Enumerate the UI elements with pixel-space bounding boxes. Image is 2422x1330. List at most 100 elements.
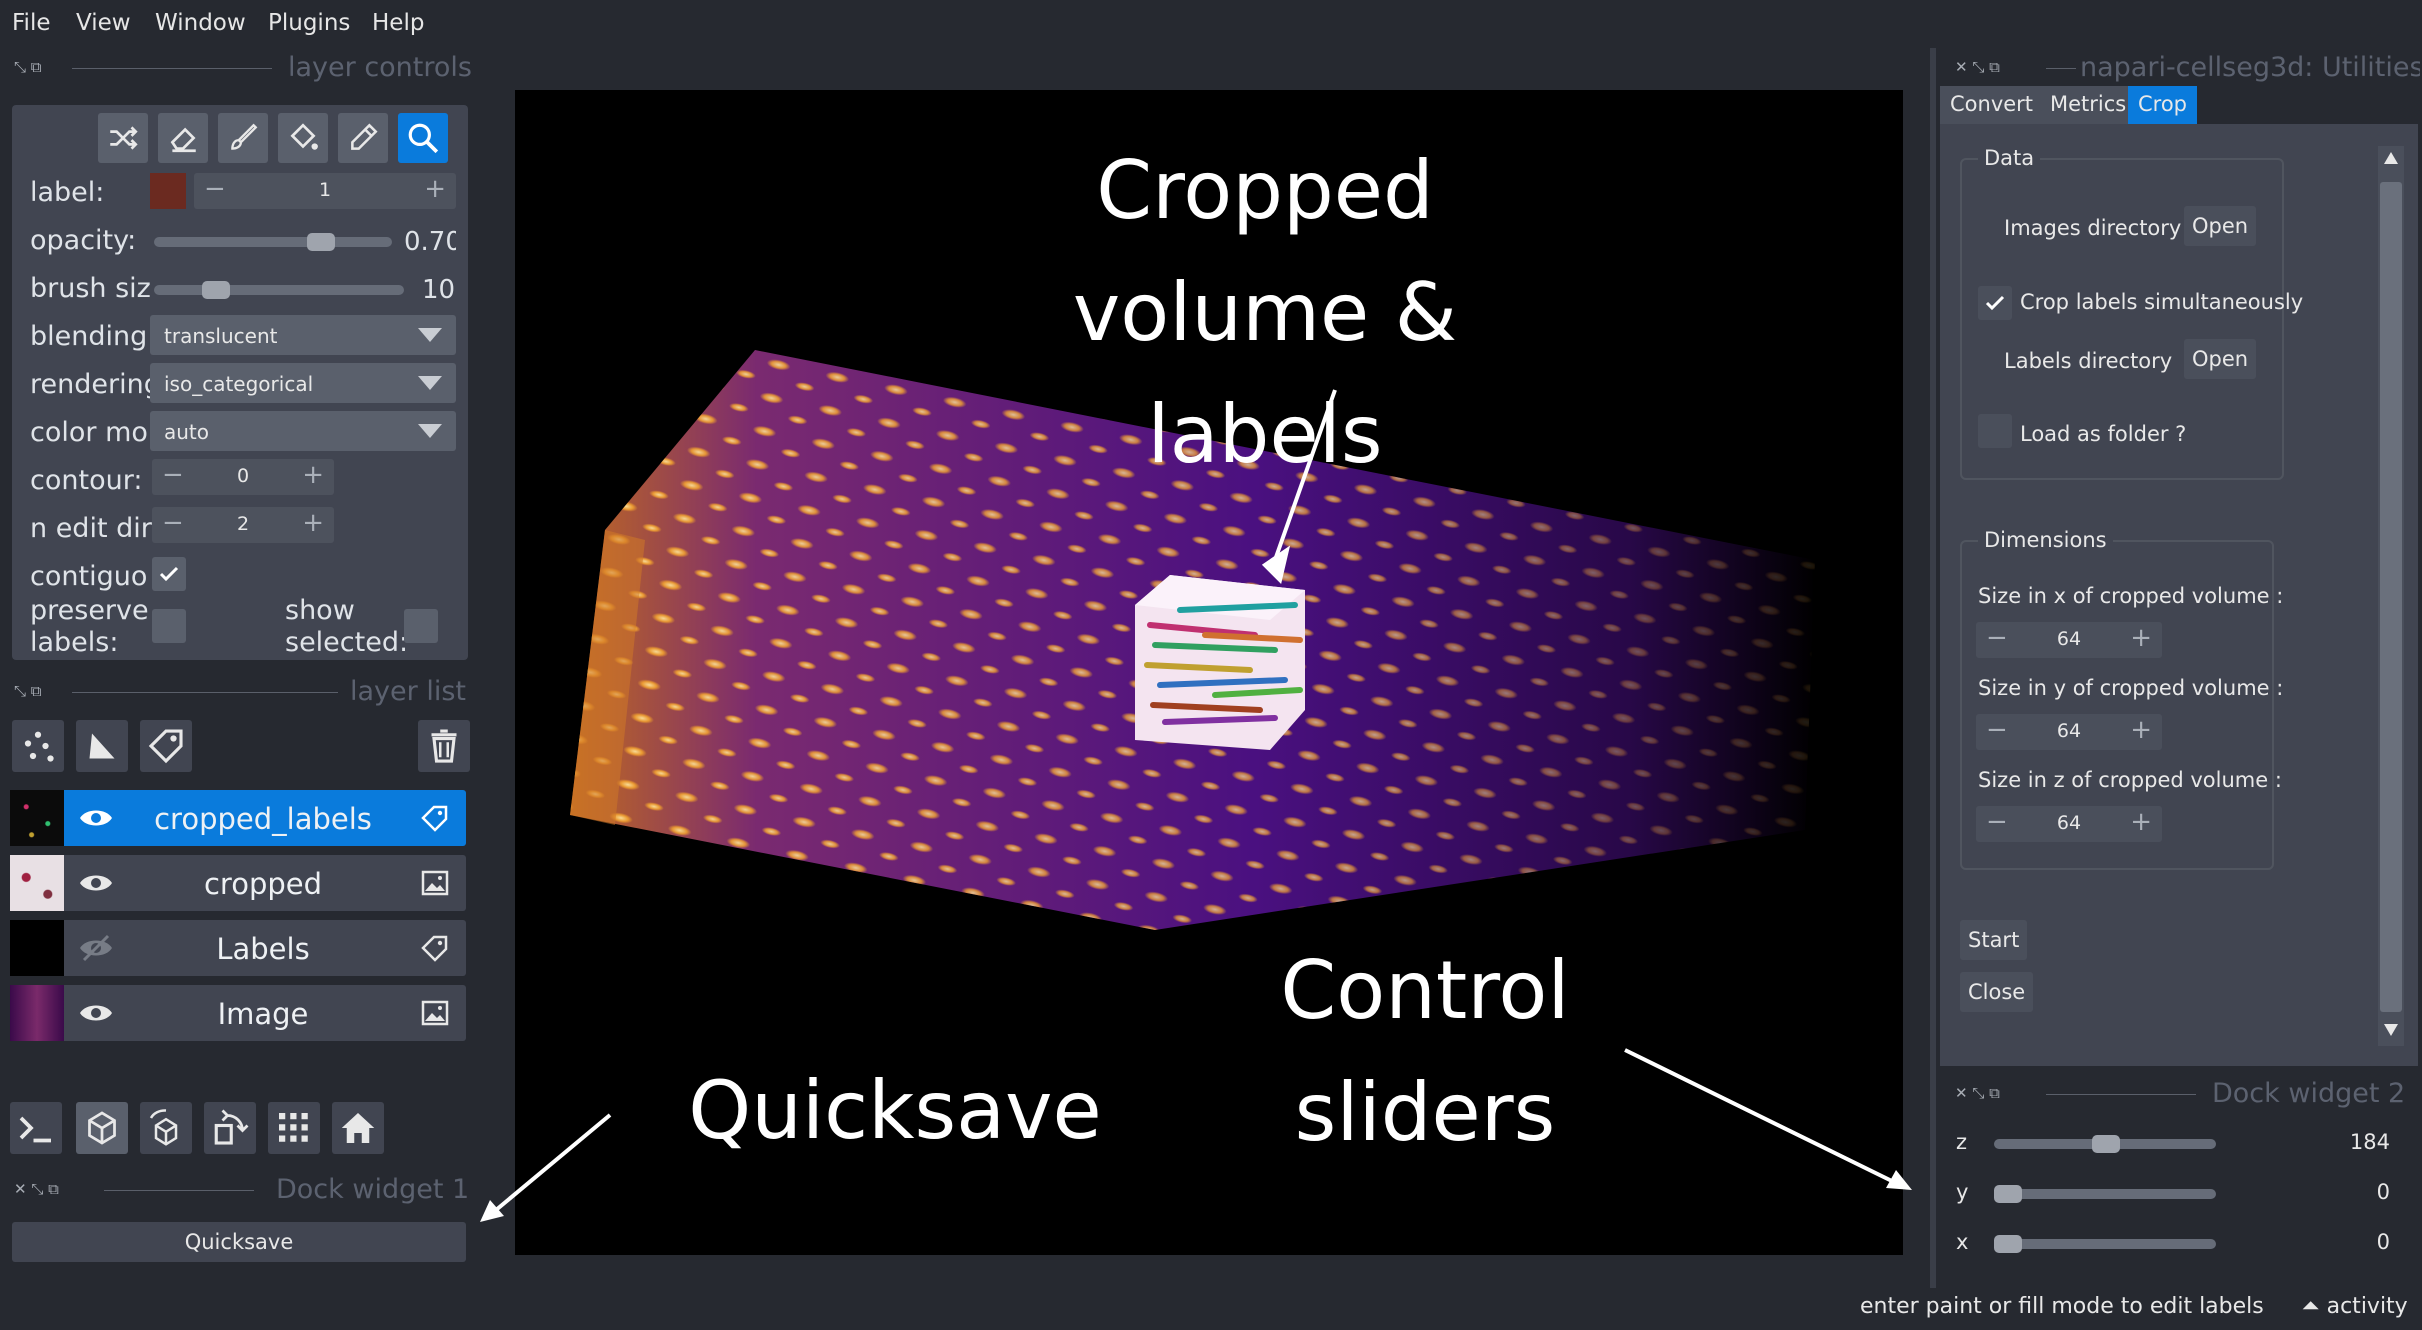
splitter[interactable] xyxy=(1930,48,1936,1288)
new-shapes-button[interactable] xyxy=(76,720,128,772)
dock-float-icon[interactable]: ⤡ ⧉ xyxy=(14,682,42,700)
decrement-icon[interactable]: − xyxy=(162,508,184,538)
fill-button[interactable] xyxy=(278,113,328,163)
decrement-icon[interactable]: − xyxy=(1986,807,2008,837)
quicksave-button[interactable]: Quicksave xyxy=(12,1222,466,1262)
increment-icon[interactable]: + xyxy=(2130,715,2152,745)
pick-button[interactable] xyxy=(338,113,388,163)
decrement-icon[interactable]: − xyxy=(1986,623,2008,653)
scrollbar-thumb[interactable] xyxy=(2380,182,2402,1012)
roll-axes-button[interactable] xyxy=(140,1102,192,1154)
layer-row-labels[interactable]: Labels xyxy=(10,920,466,976)
label-color-swatch[interactable] xyxy=(150,173,186,209)
eye-icon[interactable] xyxy=(78,999,114,1027)
delete-layer-button[interactable] xyxy=(418,720,470,772)
transpose-icon xyxy=(214,1109,249,1145)
contour-spinbox[interactable]: − 0 + xyxy=(152,459,334,495)
scrollbar[interactable] xyxy=(2378,146,2404,1046)
brush-size-slider-handle[interactable] xyxy=(202,281,230,299)
header-divider xyxy=(2046,68,2076,69)
brush-size-slider[interactable] xyxy=(154,285,404,295)
annotation-cropped-line1: Cropped xyxy=(1096,144,1434,237)
activity-toggle[interactable]: ⏶ activity xyxy=(2302,1294,2408,1319)
contiguous-checkbox[interactable] xyxy=(152,557,186,591)
n-edit-dim-label: n edit dir xyxy=(30,513,152,544)
layer-row-cropped-labels[interactable]: cropped_labels xyxy=(10,790,466,846)
menu-file[interactable]: File xyxy=(12,10,51,36)
activity-label: activity xyxy=(2326,1294,2408,1319)
rendering-dropdown[interactable]: iso_categorical xyxy=(150,363,456,403)
menu-help[interactable]: Help xyxy=(372,10,425,36)
eraser-icon xyxy=(170,127,196,153)
dock-close-icon[interactable]: ✕ ⤡ ⧉ xyxy=(14,1180,59,1198)
cropped-cube xyxy=(1135,575,1305,750)
dock-close-icon[interactable]: ✕ ⤡ ⧉ xyxy=(1955,58,2000,76)
load-as-folder-checkbox[interactable] xyxy=(1978,414,2012,448)
dims-slider-x-handle[interactable] xyxy=(1994,1235,2022,1253)
dims-slider-y[interactable] xyxy=(1994,1189,2216,1199)
increment-icon[interactable]: + xyxy=(424,174,446,204)
start-button[interactable]: Start xyxy=(1960,920,2028,960)
eye-slash-icon[interactable] xyxy=(78,934,114,962)
show-selected-checkbox[interactable] xyxy=(404,609,438,643)
erase-button[interactable] xyxy=(158,113,208,163)
paint-button[interactable] xyxy=(218,113,268,163)
open-labels-button[interactable]: Open xyxy=(2184,339,2257,379)
label-spinbox[interactable]: − 1 + xyxy=(194,173,456,209)
n-edit-dim-spinbox[interactable]: − 2 + xyxy=(152,507,334,543)
toggle-3d-button[interactable] xyxy=(76,1102,128,1154)
brush-size-value: 10 xyxy=(422,275,456,305)
size-y-spinbox[interactable]: − 64 + xyxy=(1976,714,2162,750)
tab-crop[interactable]: Crop xyxy=(2128,86,2198,124)
shuffle-colors-button[interactable] xyxy=(98,113,148,163)
annotation-quicksave: Quicksave xyxy=(688,1064,1102,1157)
menu-plugins[interactable]: Plugins xyxy=(268,10,351,36)
crop-labels-checkbox[interactable] xyxy=(1978,286,2012,320)
eye-icon[interactable] xyxy=(78,804,114,832)
tab-convert[interactable]: Convert xyxy=(1940,86,2044,124)
open-images-button[interactable]: Open xyxy=(2184,206,2257,246)
opacity-slider-handle[interactable] xyxy=(306,233,335,251)
rotate-cube-icon xyxy=(149,1109,178,1146)
eye-icon[interactable] xyxy=(78,869,114,897)
decrement-icon[interactable]: − xyxy=(162,460,184,490)
blending-dropdown[interactable]: translucent xyxy=(150,315,456,355)
tag-icon xyxy=(148,729,183,764)
dock-float-icon[interactable]: ⤡ ⧉ xyxy=(14,58,42,76)
opacity-slider[interactable] xyxy=(154,237,392,247)
layer-name: cropped_labels xyxy=(154,802,372,836)
layer-row-image[interactable]: Image xyxy=(10,985,466,1041)
close-button[interactable]: Close xyxy=(1960,972,2034,1012)
dims-slider-z-handle[interactable] xyxy=(2091,1135,2120,1153)
console-button[interactable] xyxy=(10,1102,62,1154)
tab-metrics[interactable]: Metrics xyxy=(2040,86,2137,124)
color-mode-dropdown[interactable]: auto xyxy=(150,411,456,451)
dims-slider-y-handle[interactable] xyxy=(1994,1185,2022,1203)
increment-icon[interactable]: + xyxy=(2130,807,2152,837)
chevron-up-icon[interactable] xyxy=(2384,152,2398,164)
size-x-label: Size in x of cropped volume : xyxy=(1978,584,2284,608)
dock-close-icon[interactable]: ✕ ⤡ ⧉ xyxy=(1955,1084,2000,1102)
viewer-canvas[interactable]: Cropped volume & labels Quicksave Contro… xyxy=(515,90,1903,1255)
increment-icon[interactable]: + xyxy=(2130,623,2152,653)
chevron-down-icon[interactable] xyxy=(2384,1024,2398,1036)
new-labels-button[interactable] xyxy=(140,720,192,772)
sliders-arrow xyxy=(1624,1048,1912,1190)
menu-window[interactable]: Window xyxy=(155,10,246,36)
increment-icon[interactable]: + xyxy=(302,460,324,490)
size-x-spinbox[interactable]: − 64 + xyxy=(1976,622,2162,658)
pan-zoom-button[interactable] xyxy=(398,113,448,163)
dims-slider-x[interactable] xyxy=(1994,1239,2216,1249)
menu-view[interactable]: View xyxy=(76,10,131,36)
increment-icon[interactable]: + xyxy=(302,508,324,538)
new-points-button[interactable] xyxy=(12,720,64,772)
grid-view-button[interactable] xyxy=(268,1102,320,1154)
home-button[interactable] xyxy=(332,1102,384,1154)
size-z-spinbox[interactable]: − 64 + xyxy=(1976,806,2162,842)
decrement-icon[interactable]: − xyxy=(1986,715,2008,745)
transpose-button[interactable] xyxy=(204,1102,256,1154)
brush-size-label: brush siz xyxy=(30,273,151,304)
preserve-labels-checkbox[interactable] xyxy=(152,609,186,643)
decrement-icon[interactable]: − xyxy=(204,174,226,204)
layer-row-cropped[interactable]: cropped xyxy=(10,855,466,911)
